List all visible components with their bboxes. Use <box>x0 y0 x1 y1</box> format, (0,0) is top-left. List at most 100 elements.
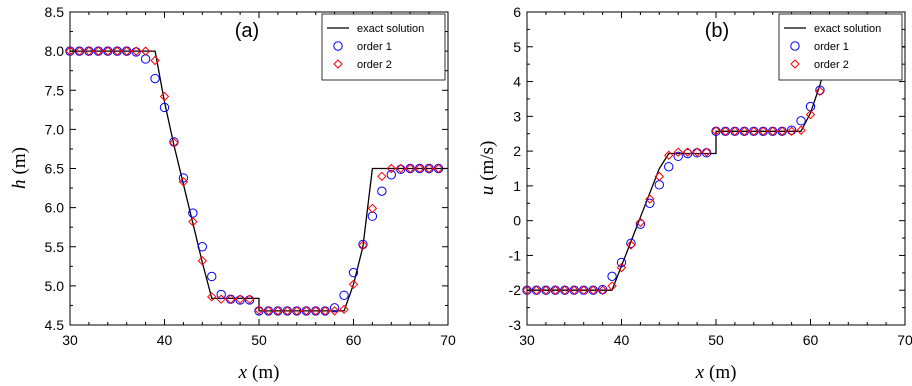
panel-b-order2-point <box>578 285 589 295</box>
panel-a-order2-point <box>282 306 293 316</box>
panel-a-order2-point <box>159 91 170 102</box>
panel-a-order2-point <box>150 55 160 66</box>
panel-b-order2-point <box>805 109 816 120</box>
panel-b-order2-point <box>767 126 778 136</box>
panel-a-order1-point <box>329 303 340 313</box>
panel-b-x-axis-var: x <box>695 362 705 383</box>
panel-a-y-axis-title: h (m) <box>9 147 30 189</box>
panel-b-x-tick-label: 50 <box>708 332 724 348</box>
panel-a-order2-point <box>310 306 321 316</box>
panel-b-y-tick-label: 0 <box>513 213 521 229</box>
panel-b-order1-point <box>786 125 797 135</box>
panel-b-order2-point <box>720 126 731 136</box>
panel-a-order2-point <box>225 294 236 304</box>
panel-a-y-tick-label: 7.5 <box>45 82 65 98</box>
panel-b-y-tick-label: 4 <box>513 74 521 90</box>
panel-a-order2-point <box>84 46 94 56</box>
panel-a-legend-label: exact solution <box>357 23 424 35</box>
panel-b-order2-point <box>701 147 712 157</box>
panel-a-order2-point <box>244 294 255 304</box>
panel-b-order2-point <box>730 126 740 136</box>
panel-b-y-tick-label: 2 <box>513 143 521 159</box>
panel-a-tag: (a) <box>235 20 259 42</box>
panel-a-y-tick-label: 6.0 <box>45 200 65 216</box>
panel-a-order2-point <box>320 306 330 316</box>
panel-a-order2-point <box>188 217 198 227</box>
panel-b-order2-point <box>626 240 636 250</box>
panel-a-legend-circle-swatch <box>333 41 343 51</box>
panel-b-legend-circle-swatch <box>790 41 800 51</box>
panel-a-y-tick-label: 5.0 <box>45 278 65 294</box>
panel-b-x-tick-label: 30 <box>519 332 535 348</box>
panel-b-legend-label: order 1 <box>814 41 849 53</box>
panel-b-legend-label: order 2 <box>814 59 849 71</box>
panel-a-order1-point <box>207 271 217 282</box>
panel-a-x-axis-var: x <box>238 362 248 383</box>
panel-b-order2-point <box>673 147 683 157</box>
panel-a-x-tick-label: 30 <box>62 332 78 348</box>
panel-a-order1-point <box>348 267 359 278</box>
panel-b-order1-point <box>664 162 674 172</box>
panel-a-x-axis-title: x (m) <box>238 362 280 383</box>
panel-a-y-tick-label: 6.5 <box>45 161 65 177</box>
panel-a-order2-point <box>348 279 359 290</box>
panel-b-y-tick-label: -3 <box>509 317 522 333</box>
panel-b-y-axis-var: u <box>477 186 498 196</box>
panel-b-x-tick-label: 60 <box>803 332 819 348</box>
panel-a-order2-point <box>292 306 302 316</box>
panel-a-order2-point <box>405 163 415 174</box>
panel-b-order2-point <box>616 262 627 273</box>
panel-a-y-tick-label: 8.5 <box>45 4 65 20</box>
panel-a-order2-point <box>329 306 340 316</box>
panel-a-order2-point <box>169 137 179 148</box>
panel-b-x-axis-title: x (m) <box>695 362 737 383</box>
panel-b-y-tick-label: 1 <box>513 178 521 194</box>
panel-b-order2-point <box>682 147 693 157</box>
panel-b-order1-point <box>607 271 617 282</box>
panel-a-order2-point <box>377 171 387 182</box>
panel-a-order2-point <box>263 306 274 316</box>
panel-a-order2-point <box>103 46 113 56</box>
panel-b-order2-point <box>531 285 542 295</box>
panel-b-order2-point <box>758 126 768 136</box>
panel-b-order2-point <box>739 126 750 136</box>
panel-a-order2-point <box>386 163 397 174</box>
panel-b-order1-point <box>673 151 683 162</box>
panel-b-order2-point <box>749 126 759 136</box>
panel-b-y-axis-title: u (m/s) <box>477 141 498 196</box>
panel-b-order2-point <box>786 126 797 136</box>
panel-b-x-tick-label: 70 <box>897 332 912 348</box>
panel-a-order2-point <box>254 305 264 315</box>
panel-a-y-tick-label: 5.5 <box>45 239 65 255</box>
panel-b-order2-point <box>777 126 787 136</box>
panel-b-order1-point <box>616 257 627 268</box>
panel-a-order2-point <box>121 46 132 56</box>
panel-a-ticks: 30 40 50 60 70 4.5 5.0 5.5 6.0 6.5 7.0 7.5 8.0 8.5 <box>45 4 456 348</box>
panel-a-order2-point <box>112 46 122 56</box>
panel-b-order2-point <box>550 285 561 295</box>
panel-b-order2-point <box>588 285 598 295</box>
panel-b-order2-point <box>796 125 806 135</box>
panel-a-y-tick-label: 8.0 <box>45 43 65 59</box>
panel-a-exact-solution-line <box>70 50 448 312</box>
panel-b-y-tick-label: -1 <box>509 247 522 263</box>
panel-a-order1-point <box>197 242 208 252</box>
panel-a-order2-point <box>396 163 406 174</box>
panel-b-order1-point <box>682 148 693 159</box>
panel-a-order2-point <box>178 177 189 187</box>
panel-b-legend-diamond-swatch <box>790 59 800 69</box>
panel-b-order1-point <box>815 85 825 95</box>
panel-a-order2-point <box>367 203 378 214</box>
panel-b-order2-point <box>711 126 721 136</box>
panel-a-order1-point <box>377 186 387 196</box>
panel-a-order1-point <box>216 289 226 300</box>
panel-a-order2-point <box>140 46 151 56</box>
panel-b-order1-point <box>626 238 636 248</box>
panel-a-height-chart: 30 40 50 60 70 4.5 5.0 5.5 6.0 6.5 7.0 7.5 8.0 8.5 (a… <box>9 4 456 383</box>
panel-b-tag: (b) <box>705 20 729 42</box>
panel-a-legend-diamond-swatch <box>333 59 343 69</box>
panel-a-y-axis-var: h <box>9 179 30 189</box>
panel-b-x-axis-unit: (m) <box>709 362 736 383</box>
panel-a-marks <box>65 46 448 316</box>
